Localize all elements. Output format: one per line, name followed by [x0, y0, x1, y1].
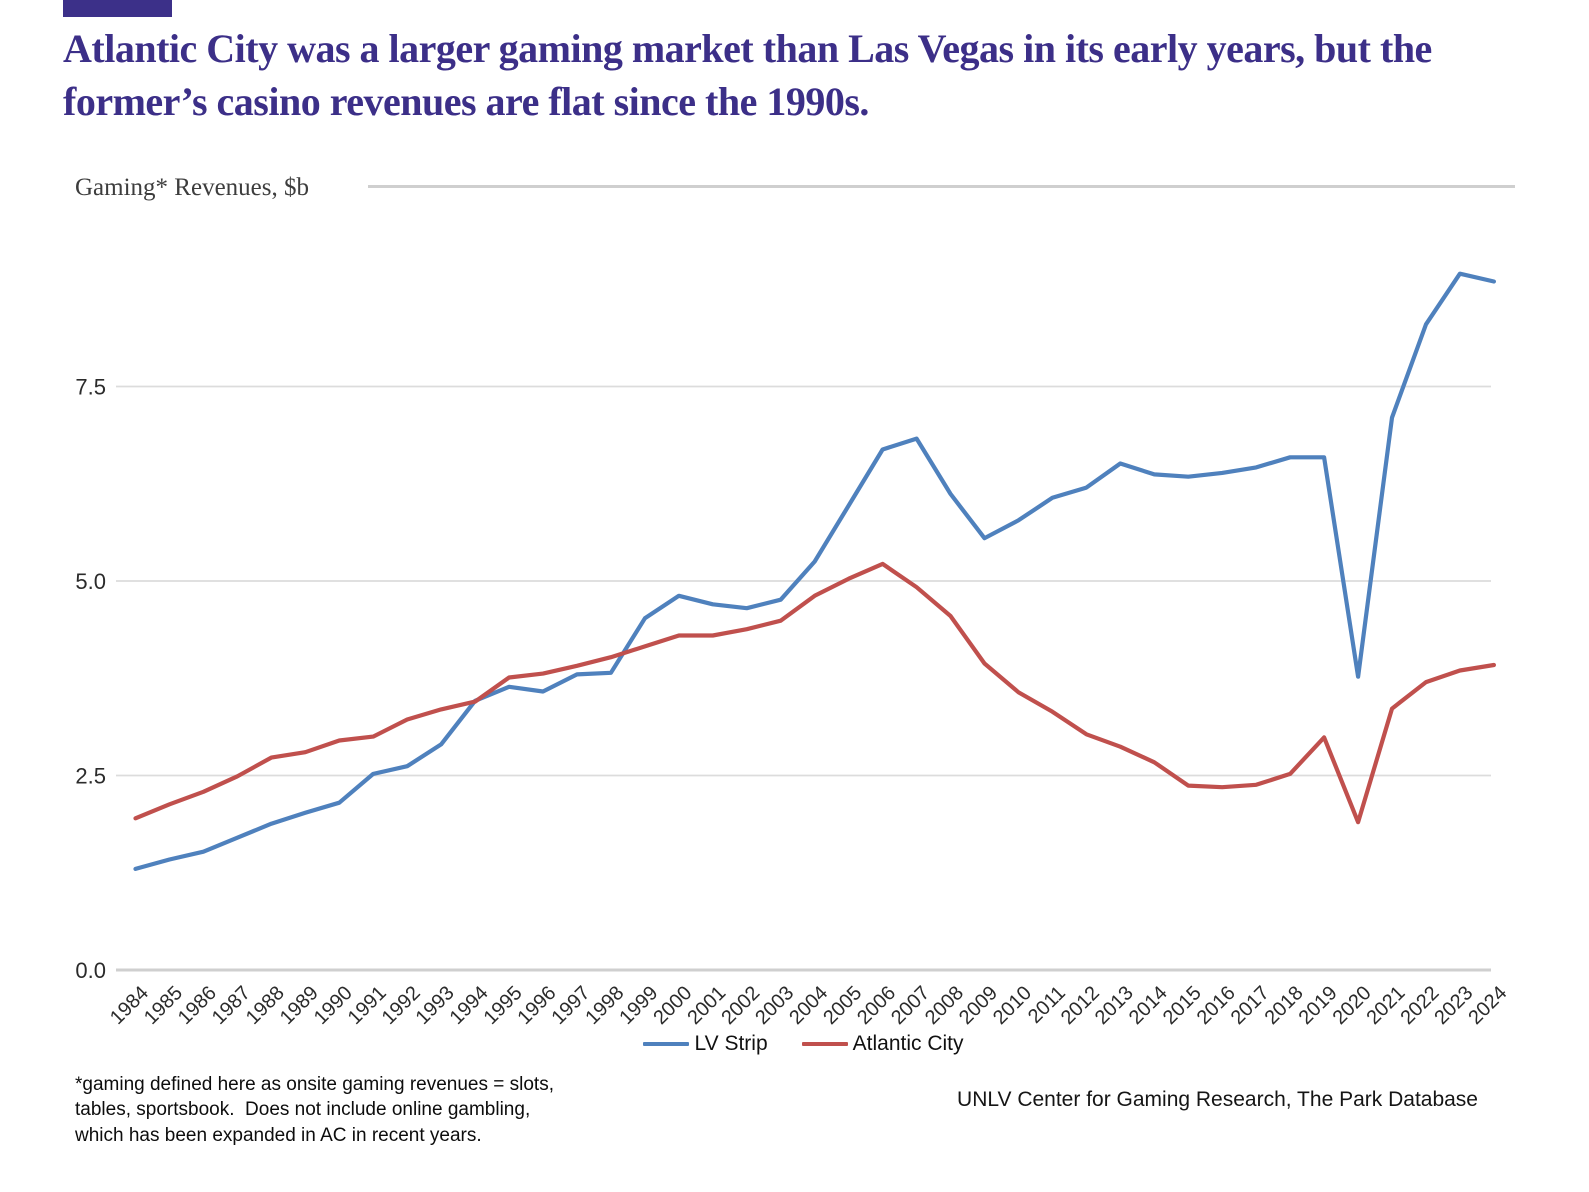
x-tick-label: 1992	[378, 982, 425, 1029]
x-tick-label: 2019	[1295, 982, 1342, 1029]
x-tick-label: 2005	[819, 982, 866, 1029]
x-tick-label: 2017	[1227, 982, 1274, 1029]
axis-title: Gaming* Revenues, $b	[75, 174, 309, 201]
x-tick-label: 2021	[1363, 982, 1410, 1029]
y-tick-label: 0.0	[75, 958, 106, 983]
legend-swatch-lv-strip	[643, 1042, 690, 1046]
x-tick-label: 2015	[1159, 982, 1206, 1029]
legend-swatch-atlantic-city	[801, 1042, 848, 1046]
x-tick-label: 2020	[1329, 982, 1376, 1029]
source-credit: UNLV Center for Gaming Research, The Par…	[957, 1088, 1478, 1111]
atlantic-city-line	[133, 561, 1497, 825]
x-tick-label: 2013	[1091, 982, 1138, 1029]
legend-label-lv-strip: LV Strip	[694, 1032, 768, 1055]
x-tick-label: 1985	[140, 982, 187, 1029]
x-tick-label: 2011	[1024, 982, 1070, 1028]
x-tick-label: 1997	[548, 982, 595, 1029]
x-tick-label: 1988	[242, 982, 289, 1029]
x-tick-label: 1989	[276, 982, 323, 1029]
x-tick-label: 1984	[106, 982, 153, 1029]
chart-legend: LV Strip Atlantic City	[116, 1030, 1491, 1058]
subtitle-rule	[368, 185, 1515, 188]
lv-strip-line	[133, 271, 1497, 872]
x-tick-label: 1999	[615, 982, 662, 1029]
y-tick-label: 5.0	[75, 569, 106, 594]
x-tick-label: 2006	[853, 982, 900, 1029]
x-tick-label: 1995	[480, 982, 527, 1029]
x-tick-label: 2014	[1125, 982, 1172, 1029]
x-tick-label: 1993	[412, 982, 459, 1029]
legend-label-atlantic-city: Atlantic City	[852, 1032, 964, 1055]
accent-bar	[63, 0, 172, 17]
x-tick-label: 1987	[208, 982, 255, 1029]
x-tick-label: 1986	[174, 982, 221, 1029]
x-tick-label: 1996	[514, 982, 561, 1029]
x-tick-label: 2023	[1430, 982, 1477, 1029]
chart-headline: Atlantic City was a larger gaming market…	[63, 26, 1432, 125]
x-tick-label: 2022	[1397, 982, 1444, 1029]
x-tick-label: 2024	[1464, 982, 1511, 1029]
x-tick-label: 1998	[581, 982, 628, 1029]
footnote: *gaming defined here as onsite gaming re…	[75, 1074, 554, 1146]
x-tick-label: 2001	[683, 982, 730, 1029]
legend-item-lv-strip: LV Strip	[643, 1032, 768, 1056]
x-tick-label: 2000	[649, 982, 696, 1029]
legend-item-atlantic-city: Atlantic City	[801, 1032, 964, 1056]
y-tick-label: 7.5	[75, 375, 106, 400]
x-tick-label: 2004	[785, 982, 832, 1029]
x-tick-label: 2008	[921, 982, 968, 1029]
x-tick-label: 2016	[1193, 982, 1240, 1029]
x-tick-label: 2012	[1057, 982, 1104, 1029]
y-tick-label: 2.5	[75, 764, 106, 789]
x-tick-label: 2007	[887, 982, 934, 1029]
x-tick-label: 2018	[1261, 982, 1308, 1029]
x-tick-label: 1991	[344, 982, 391, 1029]
x-tick-label: 2003	[751, 982, 798, 1029]
x-tick-label: 2009	[955, 982, 1002, 1029]
x-tick-label: 2010	[989, 982, 1036, 1029]
x-tick-label: 1994	[446, 982, 493, 1029]
x-tick-label: 1990	[310, 982, 357, 1029]
x-tick-label: 2002	[717, 982, 764, 1029]
